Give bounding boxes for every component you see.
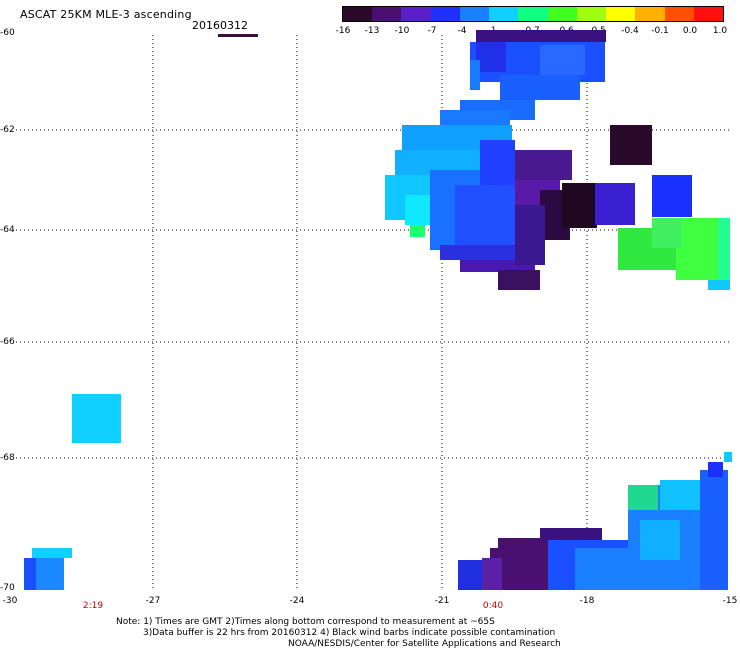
time-label: 2:19 — [82, 601, 104, 611]
time-label: 0:40 — [482, 601, 504, 611]
map-date: 20160312 — [192, 19, 248, 32]
colorbar-label: -4 — [457, 26, 467, 36]
color-bar-segment — [635, 7, 665, 21]
color-bar-segment — [459, 7, 490, 21]
lon-label: -30 — [2, 596, 18, 606]
color-bar-segment — [606, 7, 636, 21]
lat-label: -62 — [0, 125, 16, 135]
colorbar-label: -16 — [335, 26, 351, 36]
colorbar-label: -0.4 — [621, 26, 639, 36]
color-bar-segment — [576, 7, 607, 21]
date-marker — [218, 34, 258, 37]
color-bar-segment — [664, 7, 694, 21]
color-bar-segment — [518, 7, 548, 21]
data-swath-lower — [458, 452, 732, 590]
map-grid — [8, 35, 730, 590]
data-swath-upper — [385, 30, 730, 290]
color-bar-segment — [547, 7, 577, 21]
color-bar-segment — [372, 7, 402, 21]
lat-label: -60 — [0, 28, 16, 38]
footer-credit: NOAA/NESDIS/Center for Satellite Applica… — [288, 639, 561, 649]
lon-label: -21 — [434, 596, 450, 606]
lat-label: -66 — [0, 337, 16, 347]
color-bar-segment — [430, 7, 460, 21]
colorbar-label: 1.0 — [712, 26, 728, 36]
color-bar-segment — [401, 7, 431, 21]
lon-label: -15 — [722, 596, 738, 606]
colorbar-label: -0.1 — [651, 26, 669, 36]
colorbar-label: 0.0 — [682, 26, 698, 36]
footer-note-line2: 3)Data buffer is 22 hrs from 20160312 4)… — [143, 628, 556, 638]
footer-note-line1: Note: 1) Times are GMT 2)Times along bot… — [116, 617, 495, 627]
map-title: ASCAT 25KM MLE-3 ascending — [20, 8, 192, 21]
lon-label: -27 — [145, 596, 161, 606]
colorbar-label: -13 — [364, 26, 380, 36]
colorbar-label: -10 — [394, 26, 410, 36]
lon-label: -18 — [579, 596, 595, 606]
colorbar-label: -7 — [427, 26, 437, 36]
color-bar — [342, 6, 724, 22]
lat-label: -64 — [0, 225, 16, 235]
lat-label: -70 — [0, 583, 16, 593]
data-cells-left — [24, 394, 121, 590]
color-bar-segment — [343, 7, 373, 21]
lat-label: -68 — [0, 453, 16, 463]
color-bar-segment — [693, 7, 724, 21]
lon-label: -24 — [289, 596, 305, 606]
color-bar-segment — [489, 7, 519, 21]
